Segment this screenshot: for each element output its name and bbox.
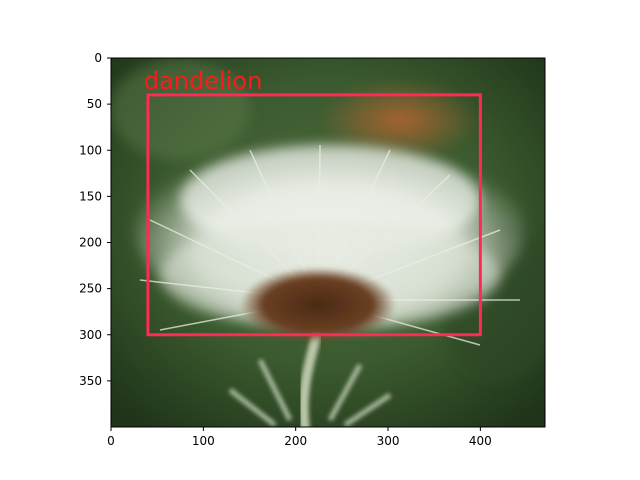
y-tick-label: 100 <box>79 143 102 157</box>
dandelion-photo <box>111 58 545 427</box>
y-axis: 0 50 100 150 200 250 300 350 <box>79 51 111 388</box>
x-tick-label: 400 <box>469 434 492 448</box>
detection-box <box>146 93 482 337</box>
y-tick-label: 350 <box>79 374 102 388</box>
detection-label: dandelion <box>144 67 262 95</box>
y-tick-label: 250 <box>79 282 102 296</box>
x-tick-label: 100 <box>192 434 215 448</box>
x-tick-label: 200 <box>284 434 307 448</box>
x-axis: 0 100 200 300 400 <box>107 427 492 448</box>
y-tick-label: 0 <box>94 51 102 65</box>
x-tick-label: 300 <box>377 434 400 448</box>
y-tick-label: 200 <box>79 236 102 250</box>
y-tick-label: 150 <box>79 189 102 203</box>
x-tick-label: 0 <box>107 434 115 448</box>
y-tick-label: 50 <box>87 97 102 111</box>
y-tick-label: 300 <box>79 328 102 342</box>
